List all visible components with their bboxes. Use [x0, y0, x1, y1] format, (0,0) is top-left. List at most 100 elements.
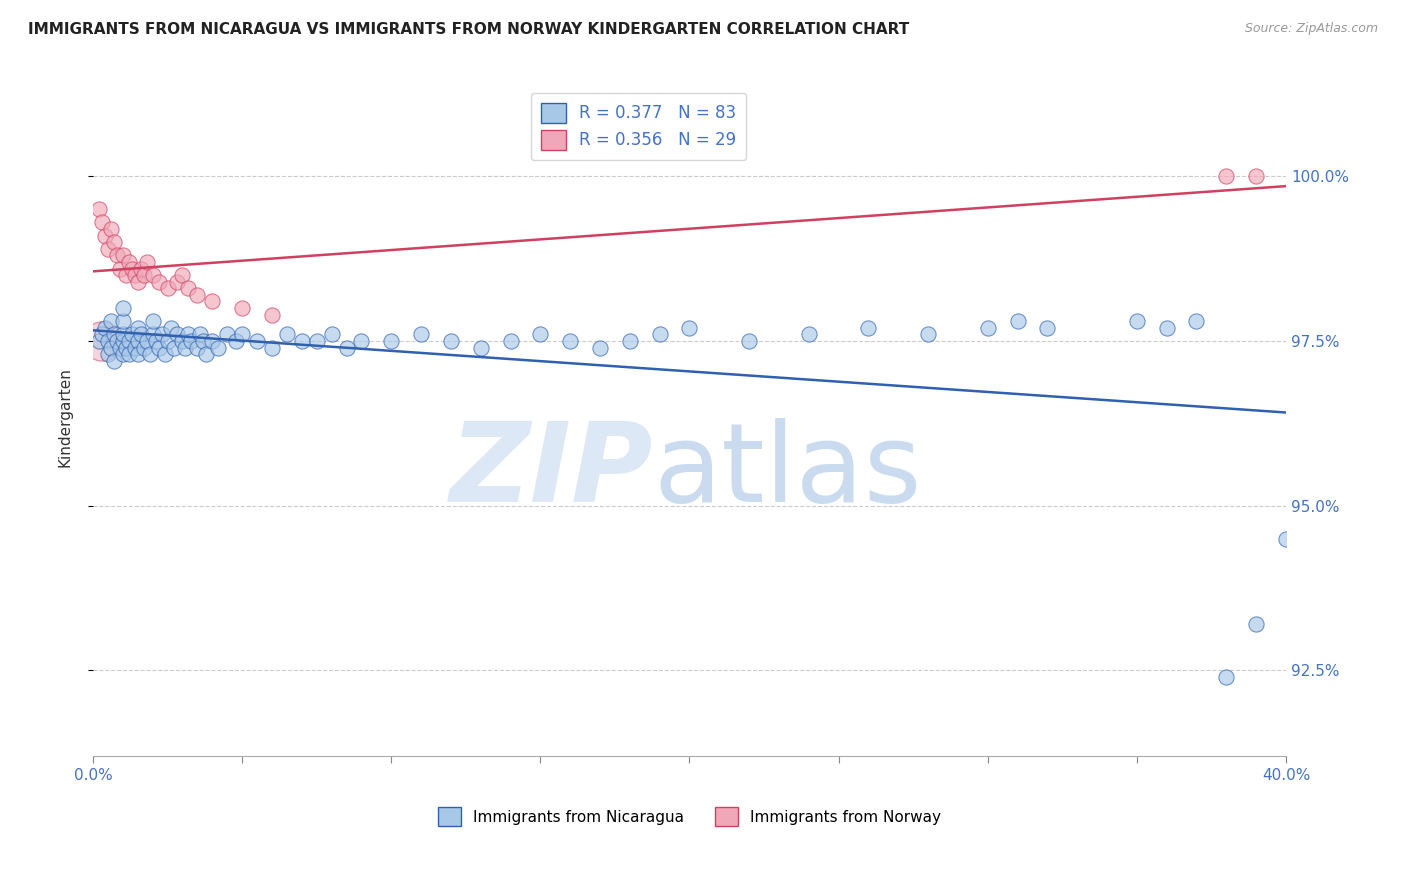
Point	[177, 327, 200, 342]
Point	[172, 334, 194, 348]
Point	[118, 347, 141, 361]
Point	[121, 261, 143, 276]
Point	[619, 334, 641, 348]
Point	[142, 314, 165, 328]
Point	[105, 248, 128, 262]
Point	[87, 202, 110, 217]
Point	[156, 334, 179, 348]
Point	[190, 327, 212, 342]
Point	[276, 327, 298, 342]
Point	[1215, 169, 1237, 184]
Point	[589, 341, 612, 355]
Point	[97, 334, 120, 348]
Point	[127, 347, 149, 361]
Point	[678, 321, 700, 335]
Point	[94, 321, 117, 335]
Point	[207, 341, 229, 355]
Point	[350, 334, 373, 348]
Point	[105, 334, 128, 348]
Point	[100, 222, 122, 236]
Legend: Immigrants from Nicaragua, Immigrants from Norway: Immigrants from Nicaragua, Immigrants fr…	[432, 801, 948, 832]
Point	[529, 327, 551, 342]
Point	[470, 341, 492, 355]
Point	[100, 341, 122, 355]
Text: Source: ZipAtlas.com: Source: ZipAtlas.com	[1244, 22, 1378, 36]
Point	[648, 327, 671, 342]
Point	[195, 347, 218, 361]
Point	[114, 341, 136, 355]
Point	[100, 314, 122, 328]
Point	[186, 341, 208, 355]
Point	[148, 341, 170, 355]
Point	[129, 327, 152, 342]
Point	[1215, 670, 1237, 684]
Text: atlas: atlas	[654, 417, 922, 524]
Point	[858, 321, 880, 335]
Point	[111, 301, 134, 315]
Point	[1185, 314, 1208, 328]
Point	[797, 327, 820, 342]
Point	[150, 327, 173, 342]
Point	[129, 261, 152, 276]
Point	[127, 334, 149, 348]
Point	[91, 327, 114, 342]
Point	[180, 334, 202, 348]
Point	[111, 347, 134, 361]
Point	[231, 327, 253, 342]
Point	[193, 334, 215, 348]
Point	[142, 327, 165, 342]
Point	[118, 334, 141, 348]
Point	[159, 321, 181, 335]
Point	[335, 341, 357, 355]
Point	[499, 334, 522, 348]
Point	[246, 334, 269, 348]
Point	[111, 314, 134, 328]
Point	[305, 334, 328, 348]
Point	[231, 301, 253, 315]
Point	[1244, 169, 1267, 184]
Point	[186, 288, 208, 302]
Point	[409, 327, 432, 342]
Point	[201, 294, 224, 309]
Point	[135, 334, 157, 348]
Point	[225, 334, 247, 348]
Text: IMMIGRANTS FROM NICARAGUA VS IMMIGRANTS FROM NORWAY KINDERGARTEN CORRELATION CHA: IMMIGRANTS FROM NICARAGUA VS IMMIGRANTS …	[28, 22, 910, 37]
Point	[103, 353, 125, 368]
Point	[174, 341, 197, 355]
Point	[260, 341, 283, 355]
Point	[118, 255, 141, 269]
Point	[177, 281, 200, 295]
Point	[166, 275, 188, 289]
Point	[97, 347, 120, 361]
Point	[121, 327, 143, 342]
Point	[1126, 314, 1149, 328]
Point	[977, 321, 1000, 335]
Point	[108, 341, 131, 355]
Point	[1036, 321, 1059, 335]
Point	[132, 341, 155, 355]
Text: ZIP: ZIP	[450, 417, 654, 524]
Point	[291, 334, 314, 348]
Point	[138, 347, 160, 361]
Point	[103, 327, 125, 342]
Point	[380, 334, 402, 348]
Point	[738, 334, 761, 348]
Point	[201, 334, 224, 348]
Point	[87, 334, 110, 348]
Point	[172, 268, 194, 282]
Point	[440, 334, 463, 348]
Point	[135, 255, 157, 269]
Point	[111, 248, 134, 262]
Point	[148, 275, 170, 289]
Point	[142, 268, 165, 282]
Point	[94, 228, 117, 243]
Point	[260, 308, 283, 322]
Point	[111, 334, 134, 348]
Point	[162, 341, 184, 355]
Point	[91, 215, 114, 229]
Point	[145, 334, 167, 348]
Point	[127, 275, 149, 289]
Point	[91, 334, 114, 348]
Point	[97, 242, 120, 256]
Point	[560, 334, 582, 348]
